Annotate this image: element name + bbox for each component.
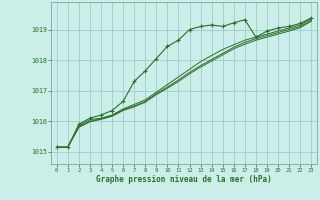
X-axis label: Graphe pression niveau de la mer (hPa): Graphe pression niveau de la mer (hPa) xyxy=(96,175,272,184)
